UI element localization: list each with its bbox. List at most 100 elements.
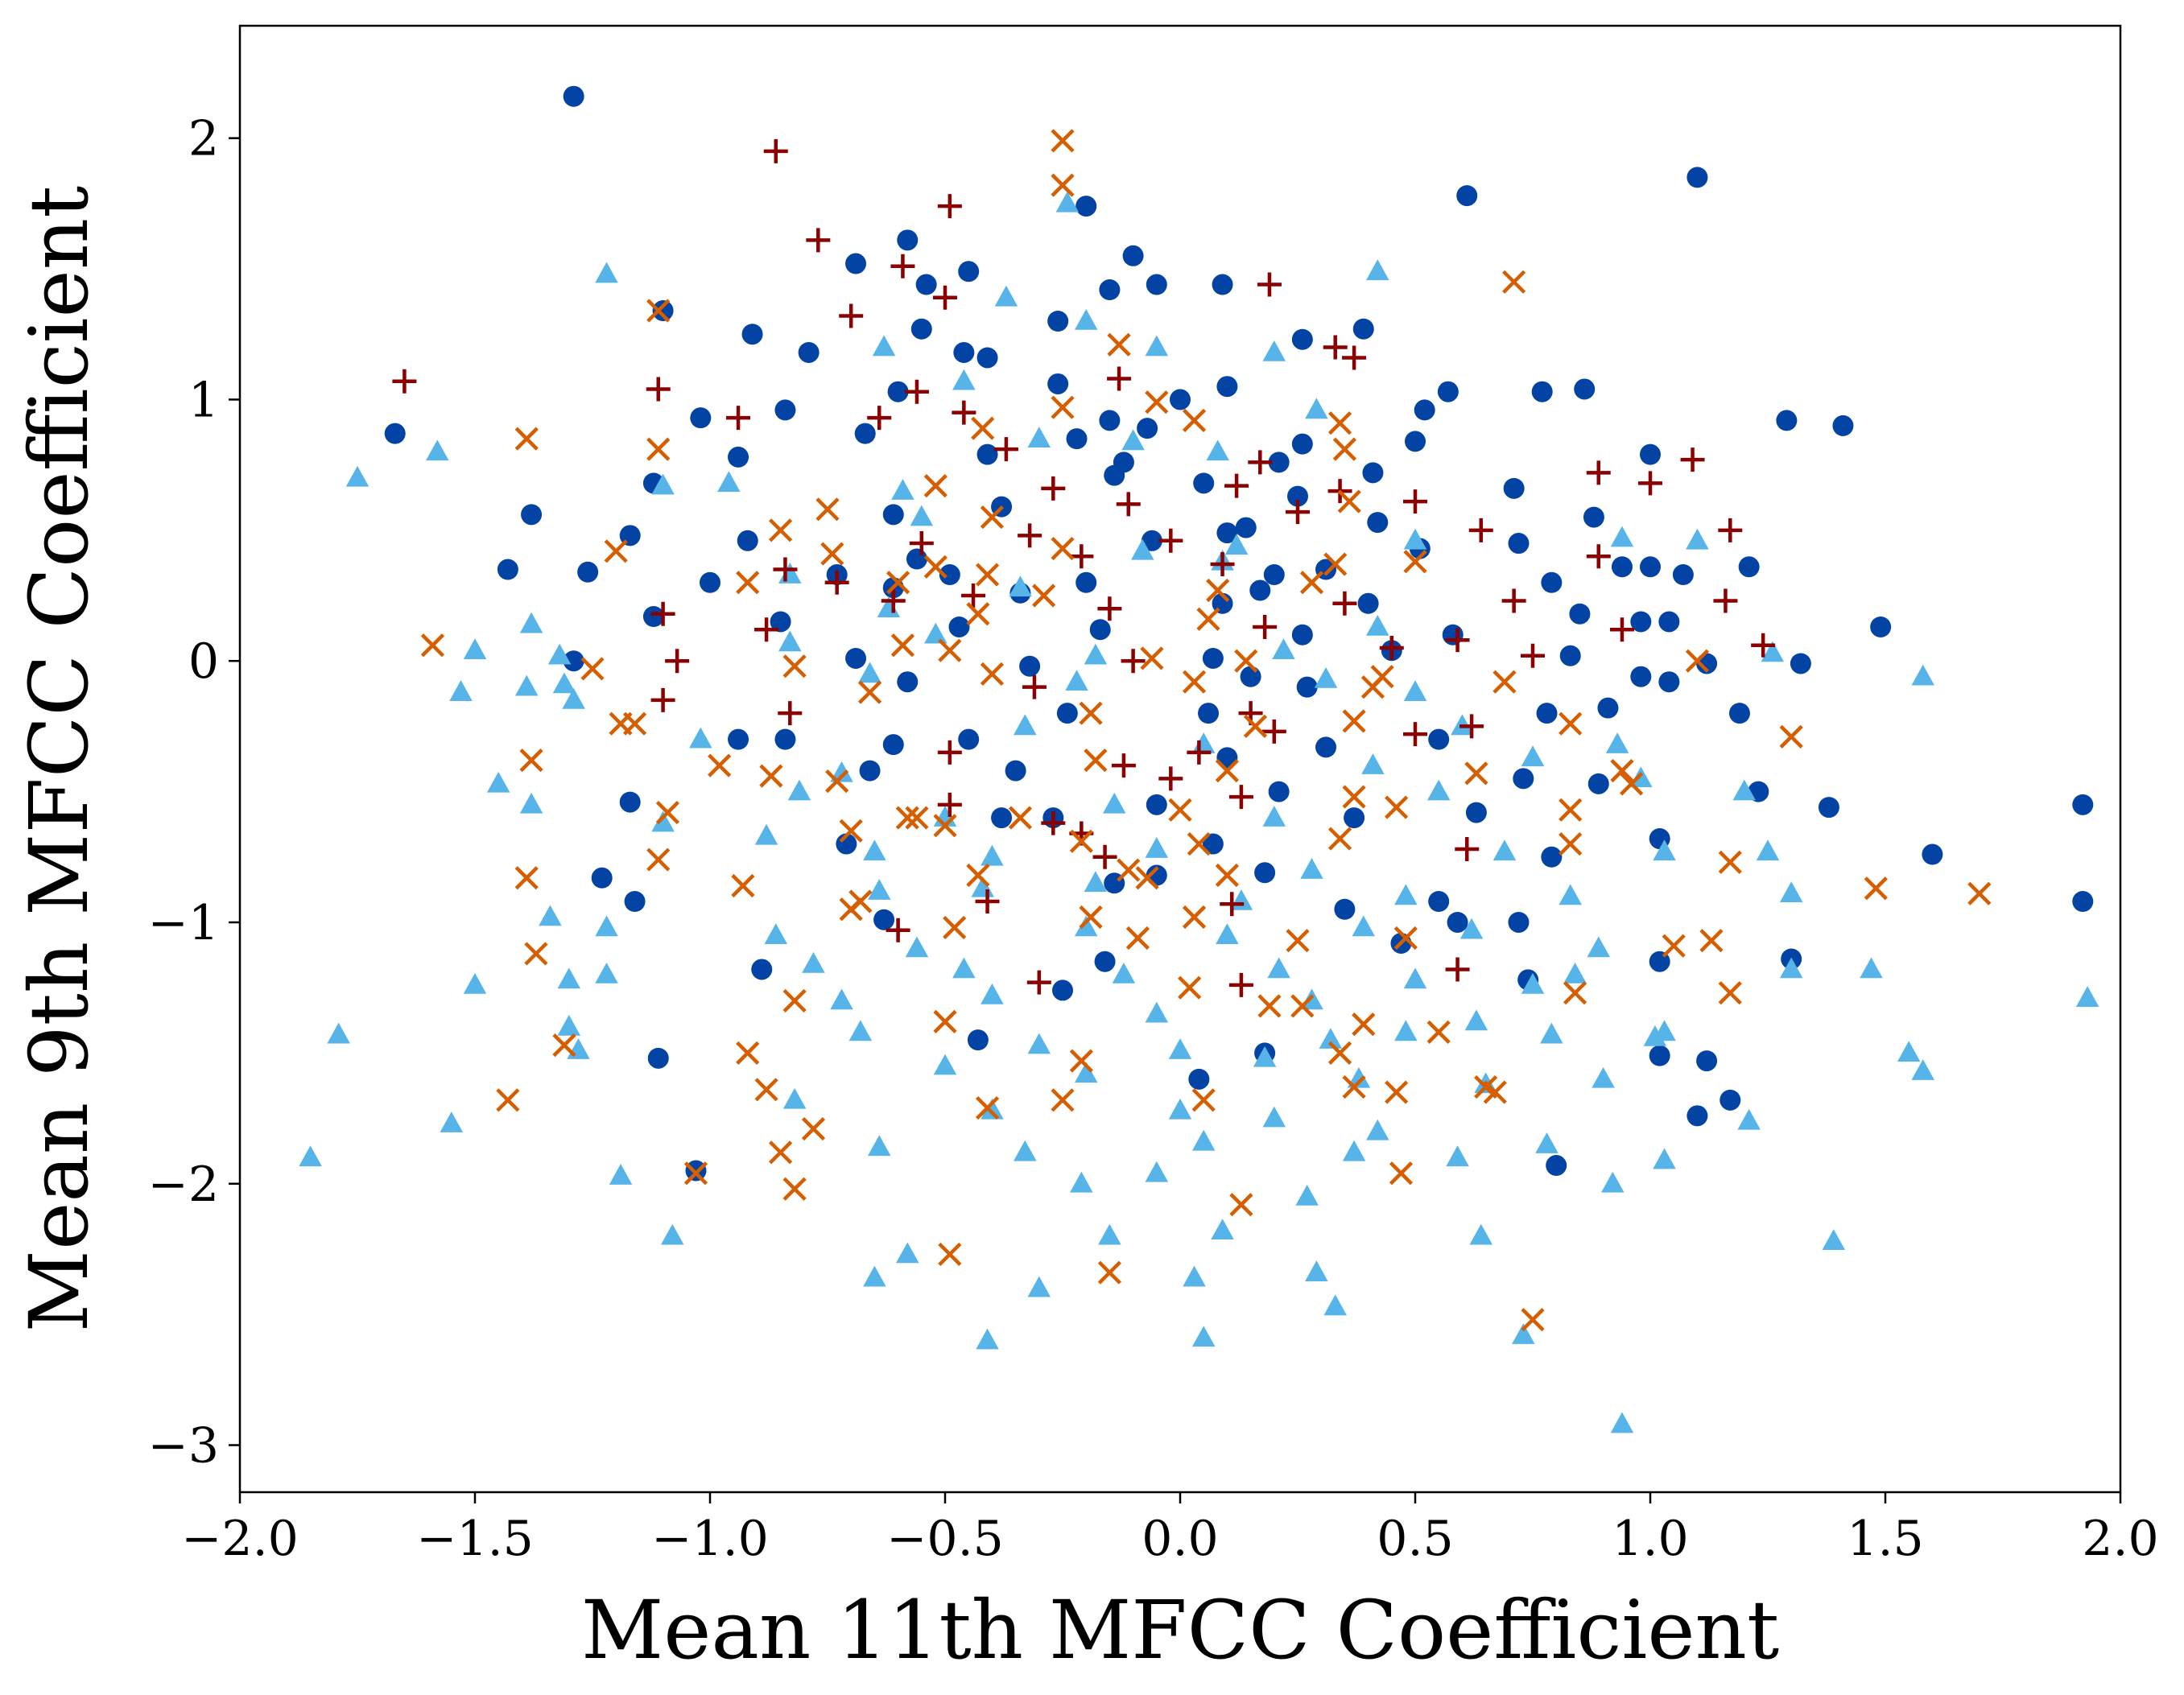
data-point-triangle (519, 792, 543, 814)
data-point-plus (1501, 588, 1526, 613)
data-point-plus (824, 570, 849, 595)
data-point-circle (1357, 592, 1379, 614)
data-point-triangle (1347, 1066, 1371, 1088)
series-triangle (299, 191, 2099, 1433)
data-point-x (1191, 1088, 1216, 1112)
data-point-x (1145, 390, 1169, 414)
data-point-triangle (595, 962, 618, 984)
data-point-triangle (1145, 1161, 1169, 1182)
data-point-triangle (1897, 1041, 1921, 1062)
data-point-circle (577, 561, 599, 583)
data-point-x (1327, 1041, 1352, 1065)
data-point-triangle (1559, 884, 1582, 905)
data-point-x (1352, 1012, 1376, 1037)
data-point-triangle (1469, 1223, 1493, 1245)
data-point-x (552, 1033, 576, 1058)
data-point-triangle (952, 957, 976, 979)
data-point-circle (1075, 196, 1097, 217)
data-point-circle (1541, 846, 1563, 868)
data-point-x (782, 1177, 807, 1201)
data-point-x (1229, 1193, 1253, 1217)
data-point-triangle (1305, 398, 1328, 419)
data-point-circle (873, 909, 895, 930)
data-point-circle (1235, 517, 1257, 538)
data-point-circle (1672, 564, 1694, 586)
data-point-x (1008, 806, 1033, 830)
data-point-circle (1352, 318, 1374, 340)
data-point-plus (1455, 837, 1480, 862)
data-point-plus (1751, 633, 1776, 658)
data-point-circle (1137, 418, 1158, 439)
data-point-triangle (1610, 526, 1634, 547)
data-point-plus (1224, 473, 1249, 498)
data-point-triangle (1521, 972, 1545, 994)
data-point-triangle (1822, 1229, 1846, 1251)
data-point-plus (1379, 635, 1404, 660)
data-point-x (933, 814, 957, 838)
data-point-plus (1459, 714, 1484, 739)
data-point-triangle (1014, 1140, 1037, 1161)
data-point-circle (915, 274, 937, 295)
data-point-x (754, 1078, 778, 1102)
data-point-x (1051, 1088, 1075, 1112)
data-point-x (1215, 759, 1239, 783)
data-point-circle (591, 867, 613, 889)
data-point-x (938, 1242, 962, 1267)
data-point-circle (685, 1160, 707, 1182)
data-point-triangle (1563, 962, 1587, 984)
data-point-triangle (717, 471, 741, 493)
data-point-x (496, 1088, 520, 1112)
data-point-triangle (1206, 439, 1229, 461)
data-point-circle (1052, 979, 1073, 1001)
data-point-triangle (1272, 638, 1295, 660)
data-point-circle (1508, 533, 1530, 555)
data-point-circle (751, 959, 773, 980)
data-point-circle (1056, 703, 1078, 724)
data-point-x (1290, 994, 1315, 1018)
data-point-circle (1268, 781, 1290, 802)
data-point-circle (897, 671, 919, 693)
data-point-triangle (1098, 1223, 1121, 1245)
data-point-x (1327, 827, 1352, 851)
data-point-circle (1202, 647, 1224, 669)
data-point-circle (1658, 611, 1680, 633)
data-point-x (966, 863, 990, 888)
data-point-circle (563, 85, 584, 107)
data-point-x (1206, 578, 1230, 603)
data-point-plus (1092, 844, 1117, 869)
y-tick-label: 1 (188, 372, 219, 428)
data-point-triangle (651, 473, 675, 495)
data-point-triangle (557, 1014, 581, 1036)
data-point-circle (774, 728, 796, 750)
data-point-triangle (1403, 967, 1427, 989)
data-point-circle (1047, 373, 1069, 394)
data-point-x (938, 638, 962, 662)
y-tick-label: −3 (148, 1418, 219, 1474)
data-point-triangle (1366, 259, 1389, 281)
data-point-x (1327, 411, 1352, 435)
data-point-x (1389, 1161, 1414, 1186)
data-point-triangle (1653, 839, 1676, 861)
data-point-x (580, 657, 605, 681)
data-point-x (420, 633, 445, 658)
data-point-triangle (1911, 1059, 1934, 1080)
data-point-x (886, 571, 910, 595)
data-point-plus (1718, 518, 1743, 542)
data-point-circle (1047, 310, 1069, 332)
data-point-plus (1286, 500, 1310, 525)
data-point-x (1483, 1080, 1507, 1104)
data-point-plus (1107, 366, 1132, 391)
data-point-x (980, 505, 1004, 530)
data-point-x (655, 800, 680, 825)
data-point-circle (1170, 389, 1191, 410)
data-point-triangle (539, 905, 562, 926)
data-point-x (1051, 395, 1075, 419)
data-point-circle (1559, 645, 1581, 666)
data-point-circle (1428, 728, 1450, 750)
data-point-triangle (1262, 340, 1286, 361)
data-point-triangle (463, 638, 487, 660)
data-point-x (1051, 173, 1075, 197)
data-point-plus (1586, 460, 1611, 485)
data-point-circle (1776, 410, 1798, 431)
data-point-triangle (1426, 779, 1451, 801)
